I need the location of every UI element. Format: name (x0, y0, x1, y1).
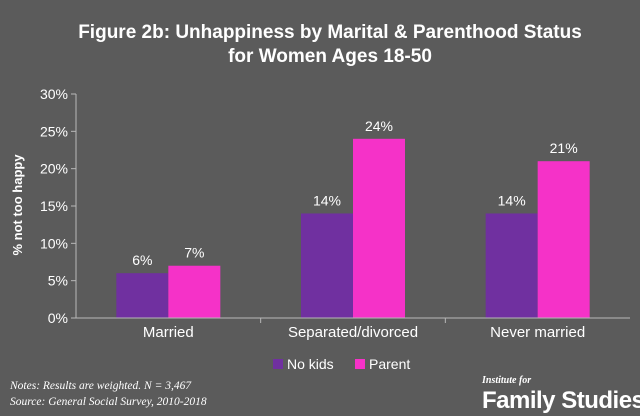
notes-line: Notes: Results are weighted. N = 3,467 (9, 380, 192, 392)
y-tick-label: 10% (40, 235, 68, 251)
brand-small-text: Institute for (481, 375, 531, 386)
bar-parent (168, 265, 221, 318)
x-tick-label: Married (143, 324, 194, 341)
brand-big-text: Family Studies (482, 387, 640, 414)
data-label: 14% (498, 192, 526, 208)
y-tick-label: 30% (40, 86, 68, 102)
bar-parent (353, 138, 405, 318)
y-tick-label: 20% (40, 161, 68, 177)
x-tick-label: Separated/divorced (288, 324, 418, 341)
x-axis: Married Separated/divorced Never married (143, 318, 585, 341)
y-tick-label: 25% (40, 123, 68, 139)
bar-no-kids (116, 273, 169, 318)
bars (116, 138, 590, 318)
data-label: 6% (132, 252, 152, 268)
bar-parent (537, 161, 590, 318)
chart-title: Figure 2b: Unhappiness by Marital & Pare… (78, 22, 582, 43)
data-label: 21% (550, 140, 578, 156)
legend-label-no-kids: No kids (287, 356, 334, 372)
y-tick-label: 15% (40, 198, 68, 214)
legend-label-parent: Parent (369, 356, 410, 372)
y-axis-label: % not too happy (10, 154, 25, 256)
chart-subtitle: for Women Ages 18-50 (228, 46, 432, 67)
legend-swatch-parent (355, 359, 365, 369)
brand-logo: Institute for Family Studies (481, 375, 640, 414)
source-line: Source: General Social Survey, 2010-2018 (10, 396, 207, 408)
y-tick-label: 0% (48, 310, 68, 326)
y-tick-label: 5% (48, 273, 68, 289)
y-axis: 0% 5% 10% 15% 20% 25% 30% (40, 86, 76, 326)
data-label: 24% (365, 118, 393, 134)
data-label: 7% (184, 245, 204, 261)
legend-swatch-no-kids (273, 359, 283, 369)
data-label: 14% (313, 192, 341, 208)
bar-no-kids (485, 213, 538, 318)
data-labels: 6% 7% 14% 24% 14% 21% (132, 118, 577, 268)
legend: No kids Parent (273, 356, 410, 372)
x-tick-label: Never married (490, 324, 585, 341)
bar-no-kids (301, 213, 353, 318)
